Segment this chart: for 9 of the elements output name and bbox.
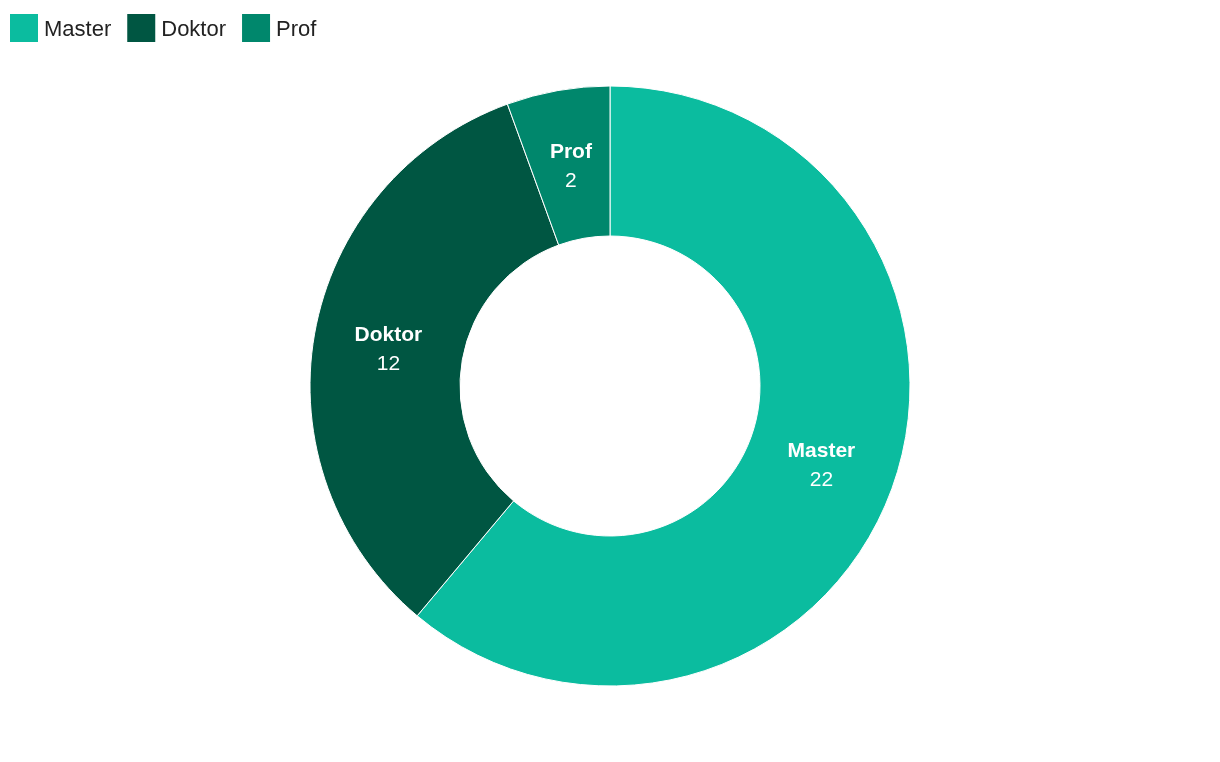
data-label: 2 (565, 168, 577, 192)
legend-label: Prof (276, 16, 318, 41)
slice-label: Prof (549, 139, 593, 163)
data-label: 12 (376, 350, 401, 374)
slice-label: Master (787, 437, 856, 461)
legend-label: Doktor (161, 16, 227, 41)
legend-label: Master (44, 16, 112, 41)
data-label: 22 (809, 466, 834, 490)
slice-label: Doktor (354, 321, 423, 345)
